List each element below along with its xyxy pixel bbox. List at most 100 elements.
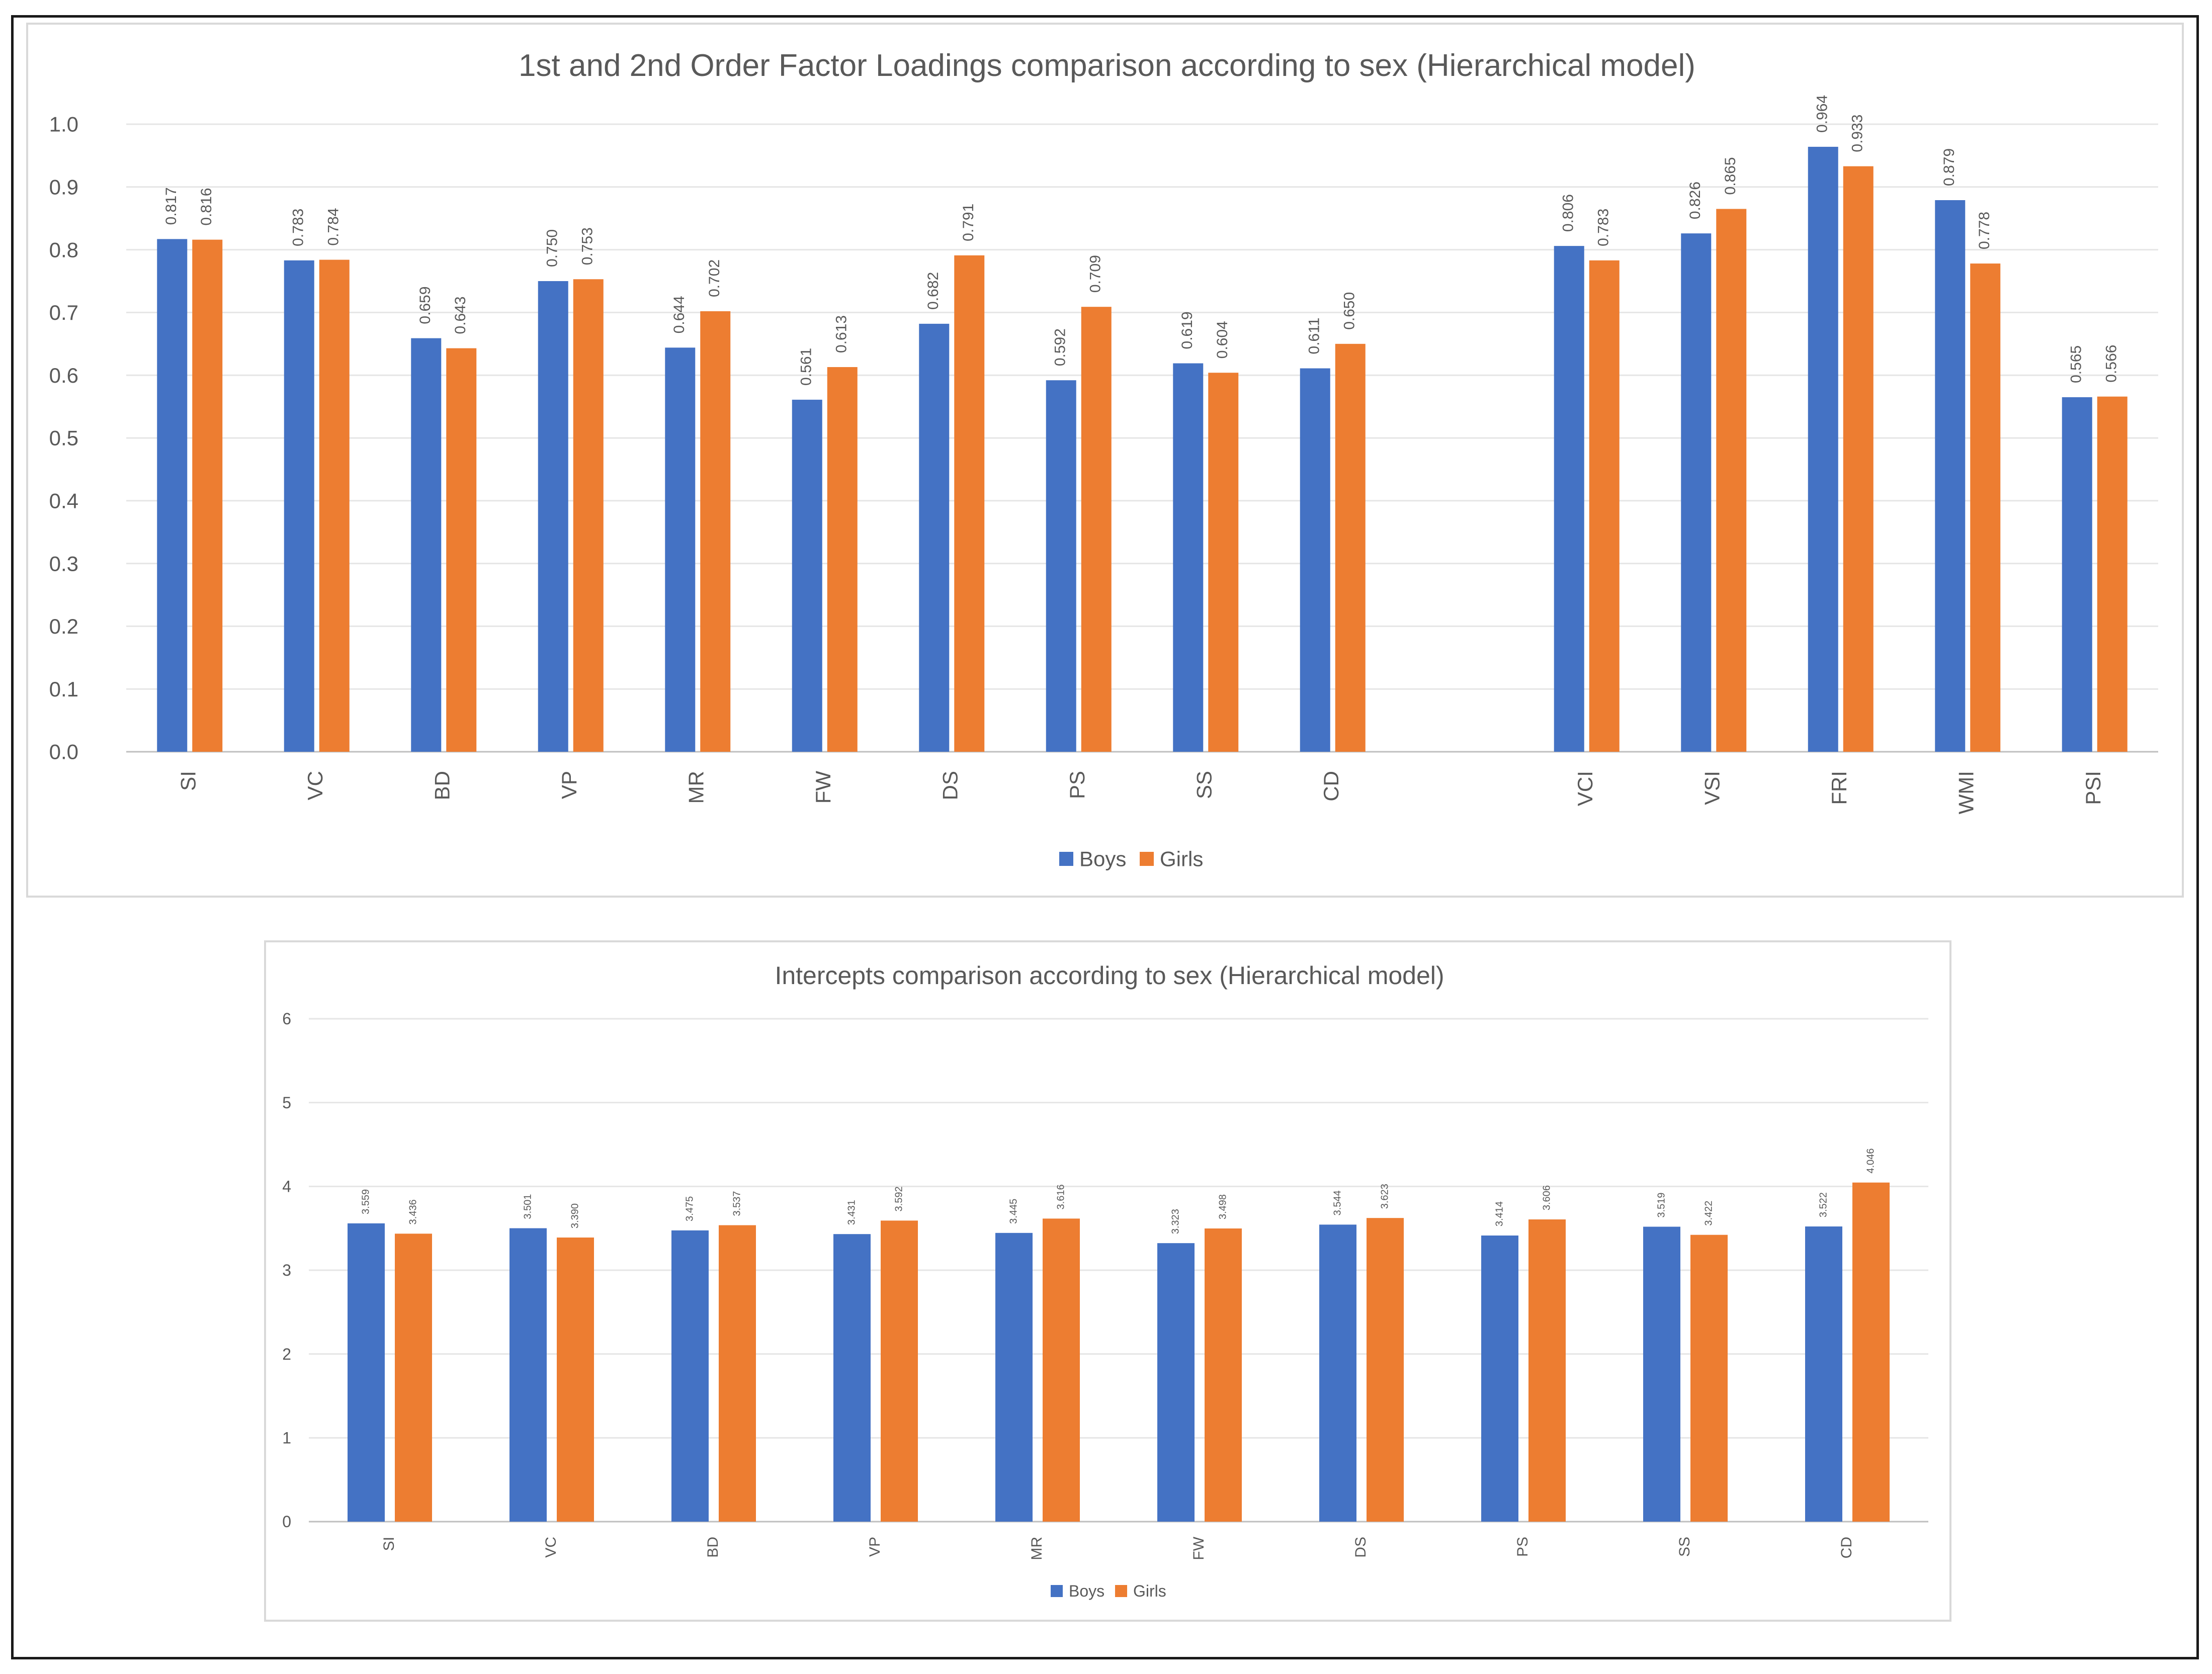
data-label-boys: 3.519 — [1656, 1192, 1667, 1217]
data-label-boys: 0.592 — [1052, 328, 1069, 366]
bar-girls — [319, 259, 350, 752]
data-label-girls: 0.604 — [1214, 321, 1231, 359]
x-category-label: BD — [430, 771, 454, 800]
bar-girls — [1589, 260, 1620, 752]
x-category-label: PS — [1065, 771, 1089, 799]
bar-boys — [1481, 1236, 1518, 1522]
data-label-boys: 0.964 — [1814, 95, 1831, 133]
data-label-boys: 0.879 — [1941, 148, 1958, 186]
legend-swatch-girls — [1115, 1585, 1127, 1597]
loadings-chart: 1st and 2nd Order Factor Loadings compar… — [49, 48, 2158, 871]
data-label-girls: 3.422 — [1703, 1201, 1714, 1226]
data-label-boys: 3.475 — [684, 1196, 695, 1221]
legend-swatch-boys — [1059, 852, 1073, 866]
x-category-label: PSI — [2081, 771, 2105, 805]
bar-girls — [1716, 209, 1747, 752]
x-category-label: VC — [303, 771, 327, 800]
x-category-label: MR — [684, 771, 708, 804]
intercepts-chart: Intercepts comparison according to sex (… — [282, 961, 1928, 1600]
x-category-label: SS — [1192, 771, 1216, 799]
y-tick-label: 0.9 — [49, 175, 78, 199]
bar-girls — [1081, 307, 1112, 752]
data-label-girls: 0.643 — [452, 296, 469, 334]
loadings-chart-panel: 1st and 2nd Order Factor Loadings compar… — [26, 23, 2184, 898]
bar-girls — [1335, 343, 1366, 752]
data-label-girls: 3.592 — [893, 1186, 904, 1211]
x-category-label: VSI — [1700, 771, 1724, 805]
data-label-boys: 3.544 — [1332, 1190, 1343, 1215]
bar-boys — [1046, 380, 1076, 752]
data-label-girls: 3.390 — [569, 1203, 580, 1228]
y-tick-label: 0.0 — [49, 740, 78, 764]
y-tick-label: 0.1 — [49, 677, 78, 701]
y-tick-label: 6 — [282, 1010, 291, 1028]
x-category-label: DS — [938, 771, 962, 800]
y-tick-label: 0.2 — [49, 614, 78, 638]
data-label-boys: 3.501 — [522, 1194, 533, 1219]
bar-boys — [1554, 246, 1584, 752]
x-category-label: VC — [543, 1537, 559, 1558]
chart-title: 1st and 2nd Order Factor Loadings compar… — [519, 48, 1695, 83]
y-tick-label: 0.7 — [49, 301, 78, 324]
bar-girls — [1043, 1218, 1080, 1522]
bar-boys — [348, 1223, 385, 1522]
data-label-boys: 3.323 — [1170, 1209, 1181, 1234]
bar-girls — [557, 1238, 594, 1522]
bar-girls — [1852, 1182, 1890, 1522]
data-label-girls: 4.046 — [1865, 1149, 1876, 1174]
x-category-label: FW — [1190, 1536, 1207, 1560]
legend-swatch-boys — [1051, 1585, 1063, 1597]
figure-frame — [11, 15, 2199, 1659]
bar-girls — [881, 1220, 918, 1522]
bar-girls — [1528, 1219, 1566, 1522]
bar-boys — [919, 323, 950, 752]
data-label-girls: 0.650 — [1341, 292, 1358, 330]
bar-girls — [446, 348, 477, 752]
x-category-label: DS — [1352, 1537, 1369, 1558]
data-label-girls: 0.791 — [960, 204, 977, 241]
bar-girls — [700, 311, 731, 752]
data-label-boys: 3.559 — [360, 1189, 371, 1214]
bar-girls — [395, 1234, 432, 1522]
data-label-boys: 0.806 — [1560, 194, 1577, 232]
bar-girls — [1367, 1218, 1404, 1522]
x-category-label: MR — [1029, 1537, 1045, 1560]
data-label-boys: 0.561 — [798, 348, 815, 386]
bar-boys — [1300, 368, 1330, 752]
x-category-label: SS — [1676, 1537, 1693, 1557]
y-tick-label: 2 — [282, 1345, 291, 1363]
x-category-label: FW — [811, 771, 835, 804]
data-label-boys: 3.522 — [1818, 1192, 1829, 1217]
bar-girls — [1843, 166, 1874, 752]
bar-girls — [1205, 1228, 1242, 1522]
x-category-label: FRI — [1827, 771, 1851, 805]
y-tick-label: 1 — [282, 1429, 291, 1447]
data-label-boys: 0.565 — [2068, 345, 2085, 383]
bar-girls — [954, 255, 985, 752]
bar-boys — [2062, 397, 2092, 752]
data-label-girls: 3.623 — [1379, 1184, 1390, 1209]
bar-boys — [1319, 1224, 1356, 1522]
data-label-girls: 0.709 — [1087, 255, 1104, 293]
data-label-girls: 0.865 — [1722, 157, 1739, 195]
x-category-label: CD — [1319, 771, 1343, 802]
bar-girls — [2097, 396, 2128, 752]
legend-label-girls: Girls — [1133, 1582, 1166, 1600]
data-label-boys: 0.611 — [1306, 318, 1323, 355]
data-label-girls: 3.616 — [1055, 1184, 1066, 1209]
data-label-girls: 0.613 — [833, 315, 850, 353]
data-label-boys: 0.682 — [925, 272, 942, 310]
data-label-girls: 0.753 — [579, 227, 596, 265]
data-label-boys: 0.817 — [163, 187, 180, 225]
bar-boys — [1681, 233, 1712, 752]
x-category-label: VCI — [1573, 771, 1597, 806]
bar-boys — [1643, 1226, 1680, 1522]
x-category-label: CD — [1838, 1537, 1855, 1558]
bar-girls — [573, 279, 604, 752]
bar-boys — [995, 1232, 1033, 1522]
bar-boys — [509, 1228, 547, 1522]
data-label-boys: 3.414 — [1494, 1201, 1505, 1226]
x-category-label: SI — [381, 1537, 397, 1551]
x-category-label: VP — [867, 1537, 883, 1557]
bar-boys — [1173, 363, 1204, 752]
